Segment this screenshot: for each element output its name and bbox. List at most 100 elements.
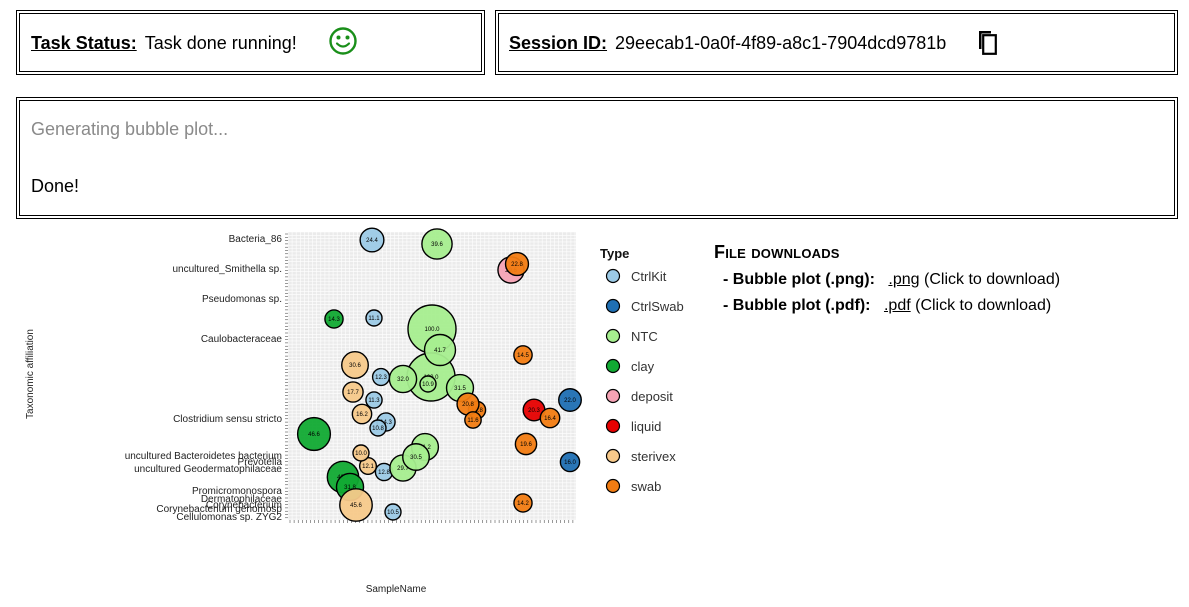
bubble-data-label: 17.7	[347, 390, 359, 396]
bubble-point	[359, 227, 385, 253]
download-png-note: (Click to download)	[924, 271, 1061, 288]
bubble-data-label: 22.8	[511, 262, 523, 268]
bubble-data-label: 14.5	[517, 353, 529, 359]
bubble-data-label: 20.3	[528, 408, 540, 414]
legend-label: swab	[631, 479, 661, 494]
bubble-point	[558, 388, 582, 412]
session-id-value: 29eecab1-0a0f-4f89-a8c1-7904dcd9781b	[615, 33, 947, 53]
log-panel: Generating bubble plot... Done!	[16, 97, 1178, 219]
bubble-data-label: 41.7	[434, 348, 446, 354]
legend-swatch	[605, 268, 621, 284]
y-tick-label: uncultured Bacteroidetes bacterium	[125, 451, 282, 462]
y-tick-label: Clostridium sensu stricto	[173, 414, 282, 425]
legend-label: liquid	[631, 419, 661, 434]
legend-label: NTC	[631, 329, 658, 344]
bubble-data-label: 22.0	[564, 398, 576, 404]
bubble-data-label: 24.4	[366, 238, 378, 244]
y-tick-label: Corynebacterium	[206, 500, 282, 511]
legend-label: CtrlSwab	[631, 299, 684, 314]
bubble-data-label: 32.0	[397, 377, 409, 383]
bubble-data-label: 29.7	[397, 466, 409, 472]
bubble-point	[539, 407, 561, 429]
bubble-point	[351, 403, 373, 425]
bubble-point	[419, 375, 437, 393]
bubble-point	[342, 381, 364, 403]
legend-label: deposit	[631, 389, 673, 404]
bubble-point	[365, 391, 383, 409]
bubble-data-label: 31.5	[454, 386, 466, 392]
task-status-label: Task Status:	[31, 33, 137, 53]
file-downloads: File downloads - Bubble plot (.png): .pn…	[714, 242, 1184, 323]
bubble-data-label: 11.3	[368, 398, 380, 404]
bubble-data-label: 12.1	[362, 464, 374, 470]
y-tick-label: Prevotella	[238, 457, 283, 468]
bubble-point	[369, 419, 387, 437]
download-pdf-label: - Bubble plot (.pdf):	[723, 297, 871, 314]
log-line-done: Done!	[31, 176, 80, 196]
session-id-label: Session ID:	[509, 33, 608, 53]
bubble-point	[423, 333, 457, 367]
bubble-data-label: 31.8	[344, 485, 356, 491]
log-line-generating: Generating bubble plot...	[31, 119, 229, 139]
bubble-data-label: 30.5	[410, 455, 422, 461]
download-png-label: - Bubble plot (.png):	[723, 271, 875, 288]
bubble-point	[559, 451, 581, 473]
legend-swatch	[605, 298, 621, 314]
downloads-title: File downloads	[714, 242, 840, 262]
bubble-data-label: 10.8	[372, 426, 384, 432]
bubble-data-label: 11.1	[368, 316, 380, 322]
bubble-data-label: 39.6	[431, 242, 443, 248]
bubble-data-label: 12.3	[375, 375, 387, 381]
legend-label: CtrlKit	[631, 269, 667, 284]
y-tick-label: Pseudomonas sp.	[202, 294, 282, 305]
bubble-data-label: 10.0	[355, 451, 367, 457]
y-tick-label: Corynebacterium genomosp	[156, 504, 282, 515]
bubble-point	[421, 228, 453, 260]
y-axis-title: Taxonomic affiliation	[25, 329, 36, 419]
bubble-plot: Bacteria_86 uncultured_Smithella sp. Pseud…	[20, 226, 700, 602]
bubble-point	[513, 345, 533, 365]
bubble-point	[341, 351, 369, 379]
bubble-data-label: 10.9	[422, 382, 434, 388]
bubble-point	[388, 364, 418, 394]
copy-icon[interactable]	[976, 30, 998, 56]
download-png-row: - Bubble plot (.png): .png (Click to dow…	[723, 271, 1184, 289]
legend-swatch	[605, 328, 621, 344]
bubble-data-label: 14.3	[380, 420, 392, 426]
y-tick-label: uncultured_Smithella sp.	[172, 264, 282, 275]
y-tick-label: Cellulomonas sp. ZYG2	[176, 512, 282, 523]
legend-title: Type	[600, 246, 629, 261]
bubble-point	[365, 309, 383, 327]
bubble-data-label: 10.5	[387, 510, 399, 516]
bubble-data-label: 12.8	[471, 408, 483, 414]
smiley-icon	[329, 27, 357, 55]
download-pdf-link[interactable]: .pdf	[883, 297, 911, 314]
legend-swatch	[605, 478, 621, 494]
bubble-data-label: 12.8	[378, 470, 390, 476]
bubble-data-label: 14.2	[517, 501, 529, 507]
bubble-point	[339, 488, 373, 522]
bubble-point	[384, 503, 402, 521]
bubble-data-label: 19.6	[520, 442, 532, 448]
y-tick-label: Caulobacteraceae	[201, 334, 283, 345]
bubble-data-label: 100.0	[424, 327, 440, 333]
legend-label: sterivex	[631, 449, 676, 464]
bubble-data-label: 14.3	[328, 317, 340, 323]
bubble-data-label: 16.2	[356, 412, 368, 418]
y-tick-label: Bacteria_86	[229, 234, 283, 245]
task-status-value: Task done running!	[144, 33, 297, 53]
bubble-data-label: 16.0	[564, 460, 576, 466]
bubble-data-label: 46.6	[308, 432, 320, 438]
download-pdf-row: - Bubble plot (.pdf): .pdf (Click to dow…	[723, 297, 1184, 315]
bubble-point	[296, 416, 332, 452]
bubble-data-label: 20.8	[462, 402, 474, 408]
bubble-point	[514, 432, 538, 456]
bubble-point	[352, 444, 370, 462]
bubble-point	[402, 443, 430, 471]
legend-swatch	[605, 418, 621, 434]
download-png-link[interactable]: .png	[888, 271, 920, 288]
x-axis-title: SampleName	[366, 584, 427, 595]
legend-swatch	[605, 358, 621, 374]
task-status-panel: Task Status: Task done running!	[16, 10, 485, 75]
y-tick-label: uncultured Geodermatophilaceae	[134, 464, 282, 475]
